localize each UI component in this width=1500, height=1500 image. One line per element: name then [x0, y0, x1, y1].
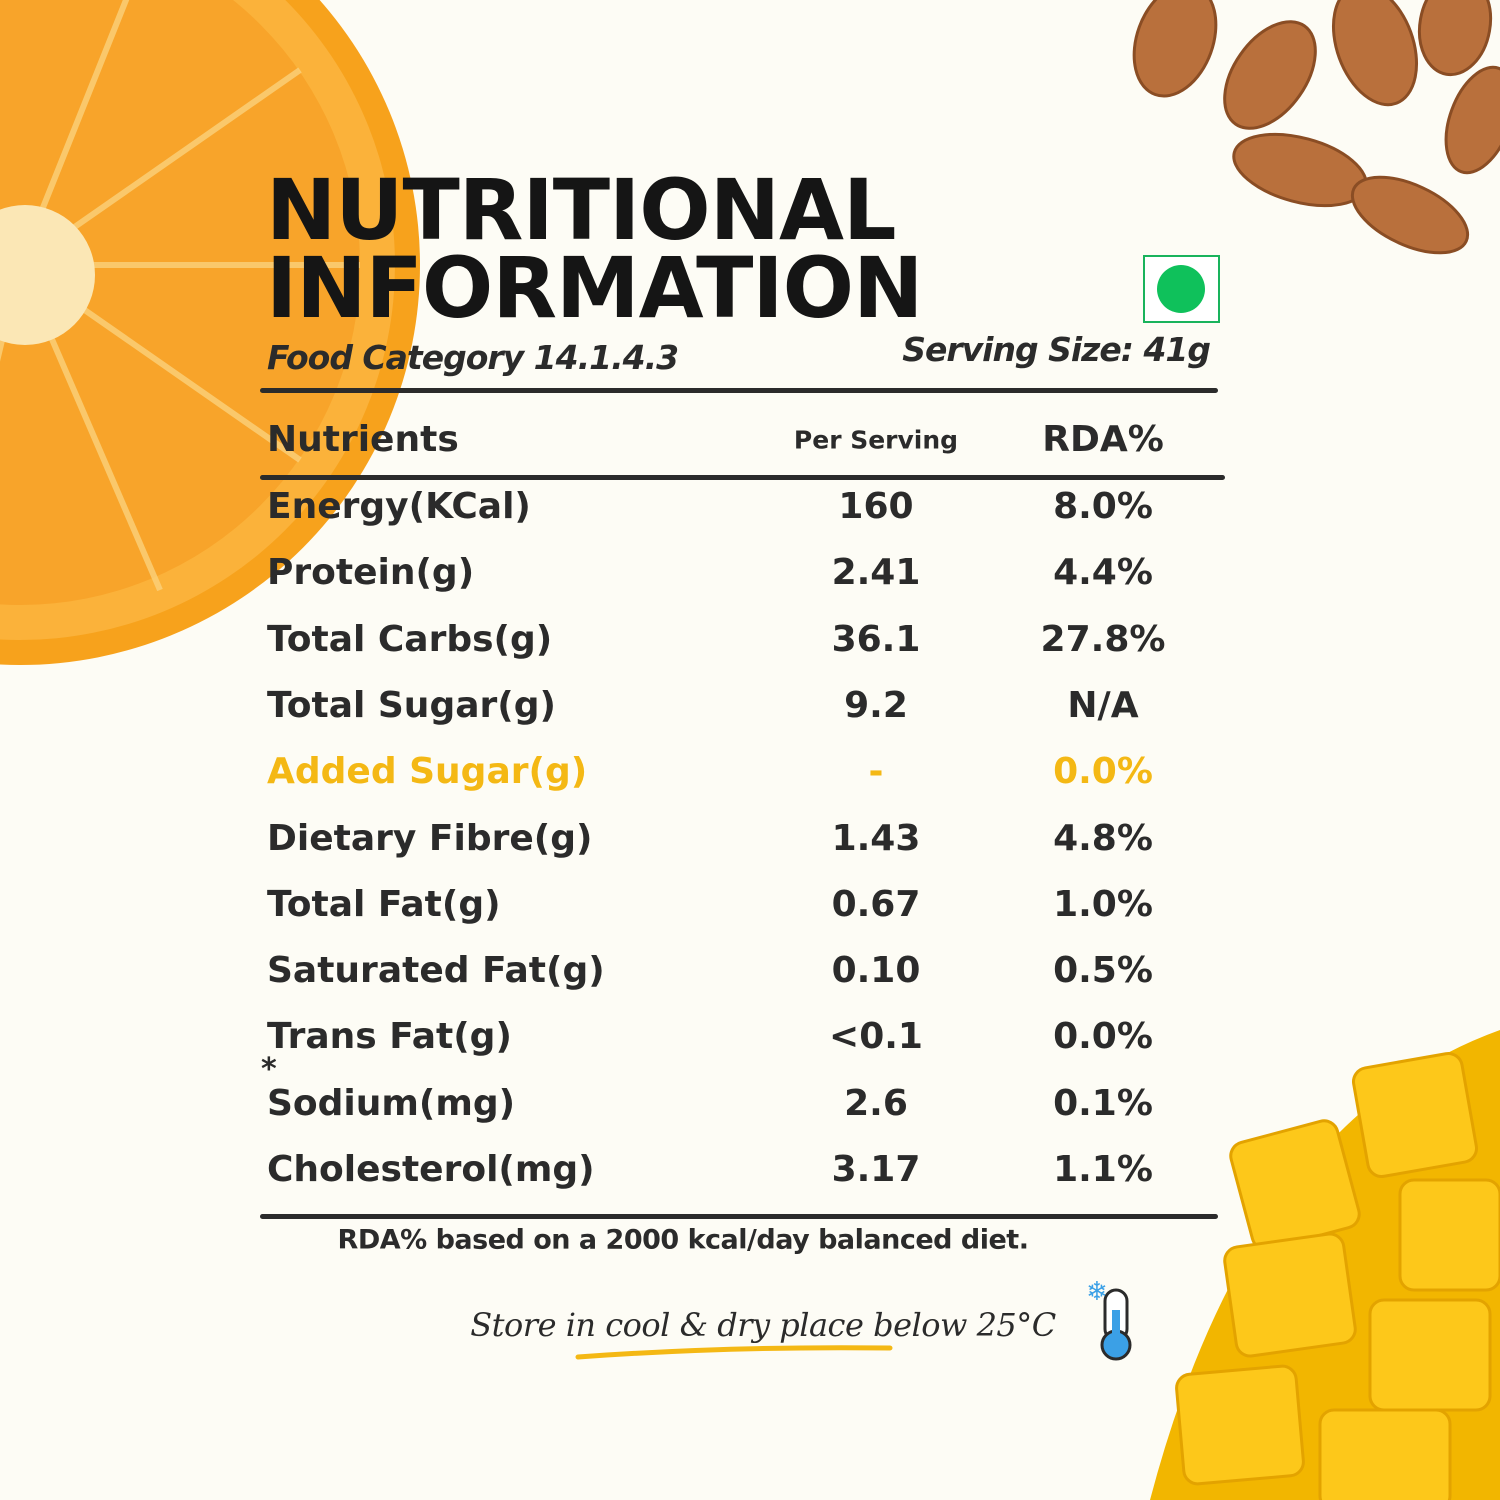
per-serving: 2.41 [831, 552, 921, 594]
asterisk: * [261, 1052, 277, 1087]
nutrient-name: Total Carbs(g) [267, 618, 553, 660]
serving-size: Serving Size: 41g [902, 330, 1211, 369]
rda-percent: N/A [1067, 684, 1139, 726]
divider [260, 388, 1218, 393]
per-serving: 0.10 [831, 950, 921, 992]
rda-percent: 4.8% [1053, 817, 1153, 859]
rda-percent: 27.8% [1040, 618, 1166, 660]
nutrient-name: Dietary Fibre(g) [267, 817, 593, 859]
rda-percent: 0.0% [1053, 1016, 1153, 1058]
per-serving: 1.43 [831, 817, 921, 859]
almonds [1132, 0, 1500, 255]
rda-percent: 0.5% [1053, 950, 1153, 992]
per-serving: - [868, 751, 884, 793]
nutrient-name: Energy(KCal) [267, 486, 531, 527]
rda-percent: 8.0% [1053, 486, 1153, 527]
per-serving: 2.6 [844, 1082, 908, 1124]
column-header: Nutrients [267, 419, 459, 460]
per-serving: <0.1 [829, 1016, 923, 1058]
column-header: RDA% [1042, 419, 1164, 460]
nutrient-name: Saturated Fat(g) [267, 950, 605, 992]
mango [1150, 1030, 1500, 1500]
divider [260, 1214, 1218, 1219]
rda-percent: 1.1% [1053, 1149, 1153, 1190]
nutrient-name: Total Fat(g) [267, 883, 501, 925]
thermometer-icon: ❄ [1086, 1277, 1132, 1361]
food-category: Food Category 14.1.4.3 [267, 338, 679, 377]
nutrient-name: Total Sugar(g) [267, 684, 556, 726]
per-serving: 9.2 [844, 684, 908, 726]
divider [260, 475, 1225, 480]
nutrient-name: Cholesterol(mg) [267, 1149, 595, 1190]
per-serving: 36.1 [831, 618, 921, 660]
title-line: NUTRITIONAL [266, 161, 897, 259]
footnote: RDA% based on a 2000 kcal/day balanced d… [337, 1224, 1029, 1256]
title-line: INFORMATION [266, 239, 923, 337]
rda-percent: 4.4% [1053, 552, 1153, 594]
per-serving: 160 [838, 486, 914, 527]
nutrient-name: Protein(g) [267, 552, 475, 594]
underline [575, 1345, 893, 1360]
svg-text:❄: ❄ [1086, 1277, 1108, 1307]
rda-percent: 0.1% [1053, 1082, 1153, 1124]
storage-note: Store in cool & dry place below 25°C [470, 1306, 1056, 1344]
rda-percent: 0.0% [1053, 751, 1153, 793]
veg-mark [1143, 255, 1220, 323]
nutrient-name: Sodium(mg) [267, 1082, 516, 1124]
nutrient-name: Trans Fat(g) [267, 1016, 512, 1058]
rda-percent: 1.0% [1053, 883, 1153, 925]
column-header: Per Serving [793, 425, 959, 455]
per-serving: 0.67 [831, 883, 921, 925]
nutrient-name: Added Sugar(g) [267, 751, 588, 793]
per-serving: 3.17 [831, 1149, 921, 1190]
